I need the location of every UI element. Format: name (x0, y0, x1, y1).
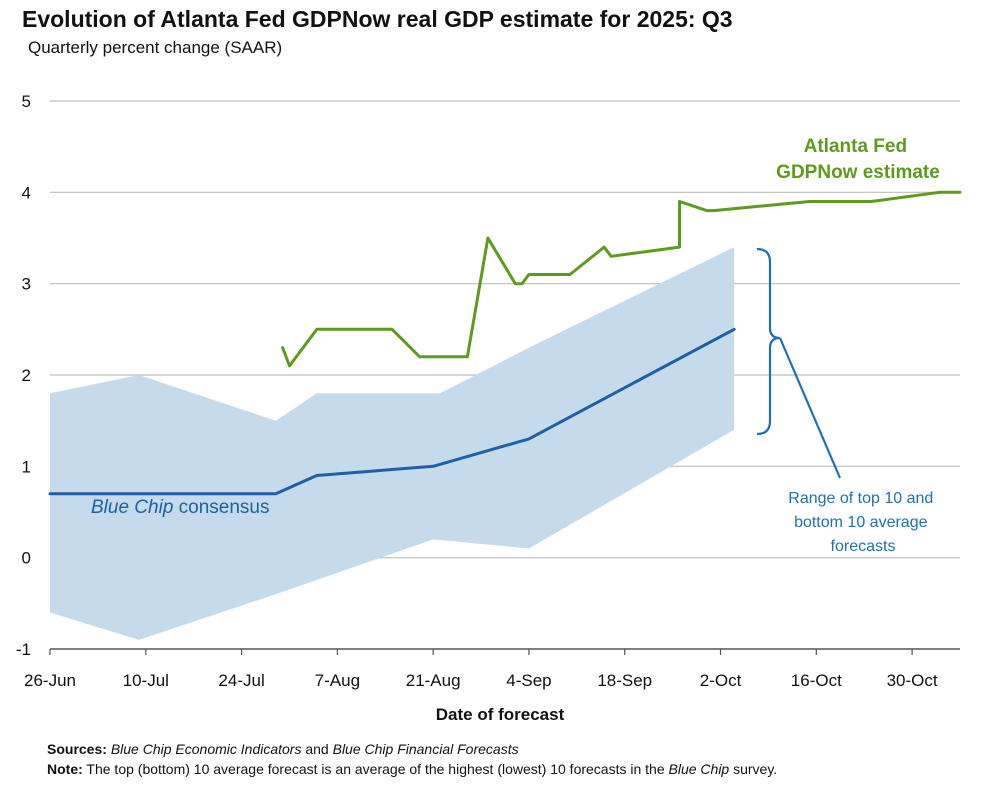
sources-mid: and (301, 741, 333, 757)
range-bracket (756, 247, 781, 436)
y-tick-label: 4 (22, 183, 31, 202)
sources-line: Sources: Blue Chip Economic Indicators a… (47, 739, 777, 759)
gdpnow-chart: 5 4 3 2 1 0 -1 26-Jun 10-Jul 24-Jul 7-Aug 21-Aug 4-… (16, 92, 962, 724)
note-italic: Blue Chip (668, 761, 730, 777)
x-tick-label: 16-Oct (791, 671, 842, 690)
gdpnow-label: Atlanta Fed GDPNow estimate (776, 136, 940, 183)
y-tick-label: -1 (16, 640, 31, 659)
chart-footnotes: Sources: Blue Chip Economic Indicators a… (47, 739, 777, 779)
x-tick-label: 30-Oct (887, 671, 938, 690)
bluechip-consensus-label: Blue Chip consensus (91, 497, 270, 518)
y-tick-label: 3 (22, 275, 31, 294)
note-label: Note: (47, 761, 83, 777)
range-label-line-1: Range of top 10 and (788, 490, 933, 507)
gdpnow-label-line-1: Atlanta Fed (804, 136, 907, 157)
sources-label: Sources: (47, 741, 107, 757)
y-tick-label: 2 (22, 366, 31, 385)
x-axis-label: Date of forecast (436, 705, 565, 724)
x-axis-ticks: 26-Jun 10-Jul 24-Jul 7-Aug 21-Aug 4-Sep 18-Sep… (24, 649, 938, 690)
note-text: The top (bottom) 10 average forecast is … (82, 761, 669, 777)
chart-subtitle: Quarterly percent change (SAAR) (28, 38, 283, 57)
x-tick-label: 10-Jul (123, 671, 169, 690)
bluechip-label-rest: consensus (173, 497, 269, 518)
gdpnow-label-line-2: GDPNow estimate (776, 162, 940, 183)
x-tick-label: 2-Oct (700, 671, 742, 690)
x-tick-label: 21-Aug (406, 671, 461, 690)
chart-title: Evolution of Atlanta Fed GDPNow real GDP… (22, 6, 733, 32)
x-tick-label: 18-Sep (597, 671, 652, 690)
y-tick-label: 5 (22, 92, 31, 111)
note-line: Note: The top (bottom) 10 average foreca… (47, 759, 777, 779)
bluechip-label-italic: Blue Chip (91, 497, 173, 518)
gdpnow-line (281, 190, 962, 368)
note-end: survey. (729, 761, 778, 777)
range-area (50, 247, 735, 640)
sources-italic-1: Blue Chip Economic Indicators (110, 741, 302, 757)
x-tick-label: 7-Aug (315, 671, 360, 690)
range-label: Range of top 10 and bottom 10 average fo… (788, 490, 937, 555)
x-tick-label: 24-Jul (218, 671, 264, 690)
series-lines (48, 190, 962, 496)
range-label-line-2: bottom 10 average (794, 514, 928, 531)
y-tick-label: 1 (22, 457, 31, 476)
x-tick-label: 26-Jun (24, 671, 76, 690)
y-axis-ticks: 5 4 3 2 1 0 -1 (16, 92, 31, 659)
x-tick-label: 4-Sep (506, 671, 551, 690)
range-leader-line (778, 337, 842, 479)
range-label-line-3: forecasts (831, 538, 896, 555)
y-tick-label: 0 (22, 549, 31, 568)
sources-italic-2: Blue Chip Financial Forecasts (332, 741, 519, 757)
bluechip-consensus-line (48, 327, 736, 496)
forecast-range-band (50, 247, 735, 640)
